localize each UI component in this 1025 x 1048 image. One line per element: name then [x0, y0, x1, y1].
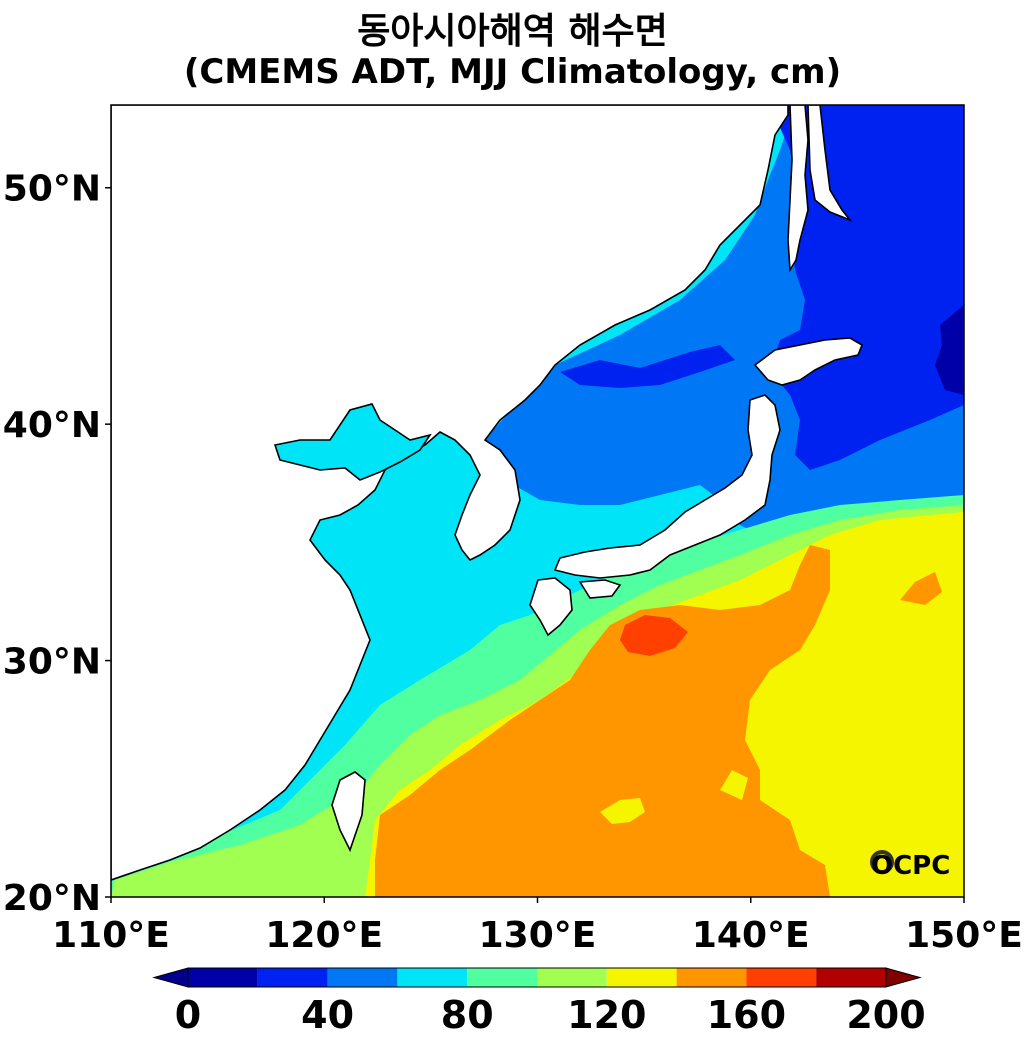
asian-continent [111, 105, 789, 881]
y-tick-label: 40°N [3, 405, 101, 446]
colorbar-segment [746, 968, 817, 987]
colorbar-segment [816, 968, 886, 987]
sea-region-120-140-hole [600, 798, 645, 824]
colorbar-tick-label: 0 [175, 993, 201, 1037]
colorbar-segment [188, 968, 258, 987]
taiwan [331, 771, 366, 853]
colorbar-tick-label: 120 [567, 993, 646, 1037]
colorbar-tick-label: 160 [707, 993, 786, 1037]
sakhalin [787, 105, 809, 273]
sea-region-20-40-pool [560, 345, 735, 388]
contour-fills [111, 105, 964, 897]
colorbar-segment [606, 968, 677, 987]
chart-title: 동아시아해역 해수면 [357, 11, 668, 52]
japan-hokkaido [753, 337, 863, 386]
colorbar: 0 40 80 120 160 200 [152, 967, 926, 1037]
colorbar-over-arrow [885, 967, 922, 988]
sea-region-120-140-hole2 [720, 770, 748, 800]
kuril-coast [807, 105, 853, 222]
sea-region-140-160 [375, 545, 830, 897]
chart-subtitle: (CMEMS ADT, MJJ Climatology, cm) [183, 52, 842, 92]
sea-region-160-180 [620, 615, 688, 656]
colorbar-segment [467, 968, 537, 987]
colorbar-outline [187, 967, 887, 988]
ocpc-logo: OCPC [870, 850, 950, 881]
colorbar-tick-label: 200 [846, 993, 925, 1037]
x-tick-label: 150°E [905, 915, 1023, 956]
x-tick-label: 140°E [692, 915, 810, 956]
japan-honshu [553, 394, 781, 579]
land [111, 105, 863, 881]
y-tick-label: 30°N [3, 642, 101, 683]
colorbar-under-arrow [152, 967, 189, 988]
colorbar-segment [397, 968, 468, 987]
sea-region-0-20 [935, 305, 964, 395]
colorbar-segment [327, 968, 398, 987]
colorbar-segment [257, 968, 328, 987]
x-tick-label: 120°E [265, 915, 383, 956]
japan-shikoku [578, 579, 622, 599]
logo-text: OCPC [871, 851, 950, 881]
colorbar-segment [537, 968, 607, 987]
axes: 110°E 120°E 130°E 140°E 150°E 20°N 30°N 40°N 50°… [3, 169, 1023, 956]
logo-mark-icon [870, 850, 894, 874]
colorbar-tick-label: 80 [441, 993, 494, 1037]
japan-kyushu [529, 577, 573, 637]
colorbar-tick-label: 40 [301, 993, 354, 1037]
x-tick-label: 130°E [479, 915, 597, 956]
colorbar-segment [676, 968, 747, 987]
y-tick-label: 20°N [3, 878, 101, 919]
bohai-gulf [273, 403, 432, 481]
sea-region-140-160-patch [900, 572, 942, 605]
x-tick-label: 110°E [52, 915, 170, 956]
y-tick-label: 50°N [3, 169, 101, 210]
